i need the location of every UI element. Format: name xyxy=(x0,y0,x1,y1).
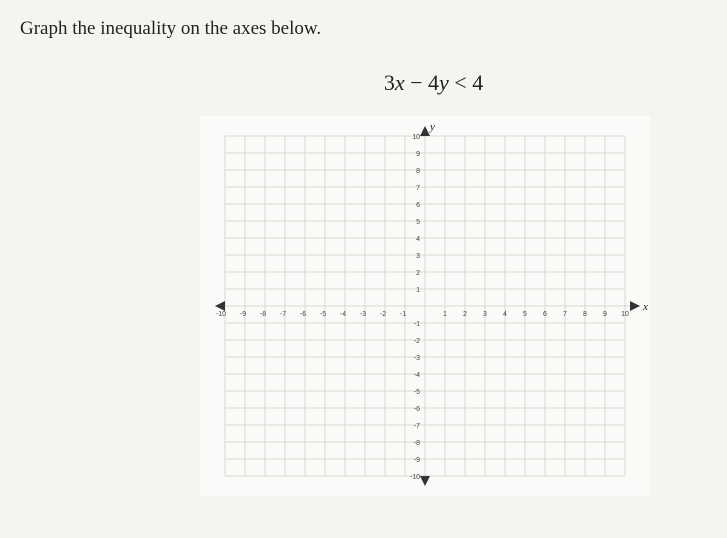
svg-text:-10: -10 xyxy=(410,474,420,481)
svg-text:-6: -6 xyxy=(414,406,420,413)
svg-text:10: 10 xyxy=(621,311,629,318)
svg-text:4: 4 xyxy=(416,236,420,243)
svg-text:1: 1 xyxy=(443,311,447,318)
svg-text:3: 3 xyxy=(483,311,487,318)
svg-text:3: 3 xyxy=(416,253,420,260)
x-arrow-right xyxy=(630,301,640,311)
y-pos-ticks: 10 9 8 7 6 5 4 3 2 1 xyxy=(412,134,420,294)
svg-text:9: 9 xyxy=(603,311,607,318)
svg-text:-10: -10 xyxy=(216,311,226,318)
lt-op: < xyxy=(449,70,472,95)
y-arrow-up xyxy=(420,126,430,136)
svg-text:8: 8 xyxy=(416,168,420,175)
svg-text:-4: -4 xyxy=(414,372,420,379)
coordinate-plane: x y -10 -9 -8 -7 -6 -5 -4 -3 -2 -1 1 2 3… xyxy=(200,116,650,496)
problem-prompt: Graph the inequality on the axes below. xyxy=(20,18,707,40)
svg-text:-2: -2 xyxy=(414,338,420,345)
grid-svg: x y -10 -9 -8 -7 -6 -5 -4 -3 -2 -1 1 2 3… xyxy=(200,116,650,496)
svg-text:-7: -7 xyxy=(280,311,286,318)
svg-text:6: 6 xyxy=(416,202,420,209)
coef-y: 4 xyxy=(428,70,439,95)
svg-text:-1: -1 xyxy=(400,311,406,318)
svg-text:-5: -5 xyxy=(320,311,326,318)
rhs: 4 xyxy=(472,70,483,95)
svg-text:-9: -9 xyxy=(240,311,246,318)
svg-text:-4: -4 xyxy=(340,311,346,318)
svg-text:-3: -3 xyxy=(414,355,420,362)
x-pos-ticks: 1 2 3 4 5 6 7 8 9 10 xyxy=(443,311,629,318)
minus-op: − xyxy=(405,70,428,95)
svg-text:-8: -8 xyxy=(414,440,420,447)
svg-text:-9: -9 xyxy=(414,457,420,464)
svg-text:10: 10 xyxy=(412,134,420,141)
svg-text:7: 7 xyxy=(416,185,420,192)
svg-text:-7: -7 xyxy=(414,423,420,430)
svg-text:2: 2 xyxy=(416,270,420,277)
svg-text:-5: -5 xyxy=(414,389,420,396)
y-arrow-down xyxy=(420,476,430,486)
svg-text:-8: -8 xyxy=(260,311,266,318)
y-axis-label: y xyxy=(429,121,435,133)
svg-text:-6: -6 xyxy=(300,311,306,318)
svg-text:2: 2 xyxy=(463,311,467,318)
svg-text:1: 1 xyxy=(416,287,420,294)
x-arrow-left xyxy=(215,301,225,311)
coef-x: 3 xyxy=(384,70,395,95)
svg-text:6: 6 xyxy=(543,311,547,318)
svg-text:4: 4 xyxy=(503,311,507,318)
x-neg-ticks: -10 -9 -8 -7 -6 -5 -4 -3 -2 -1 xyxy=(216,311,406,318)
var-y: y xyxy=(439,70,449,95)
svg-text:-3: -3 xyxy=(360,311,366,318)
svg-text:7: 7 xyxy=(563,311,567,318)
inequality-expression: 3x − 4y < 4 xyxy=(160,70,707,96)
svg-text:5: 5 xyxy=(416,219,420,226)
y-neg-ticks: -1 -2 -3 -4 -5 -6 -7 -8 -9 -10 xyxy=(410,321,420,481)
svg-text:8: 8 xyxy=(583,311,587,318)
svg-text:-1: -1 xyxy=(414,321,420,328)
svg-text:9: 9 xyxy=(416,151,420,158)
svg-text:5: 5 xyxy=(523,311,527,318)
var-x: x xyxy=(395,70,405,95)
x-axis-label: x xyxy=(642,301,648,313)
svg-text:-2: -2 xyxy=(380,311,386,318)
